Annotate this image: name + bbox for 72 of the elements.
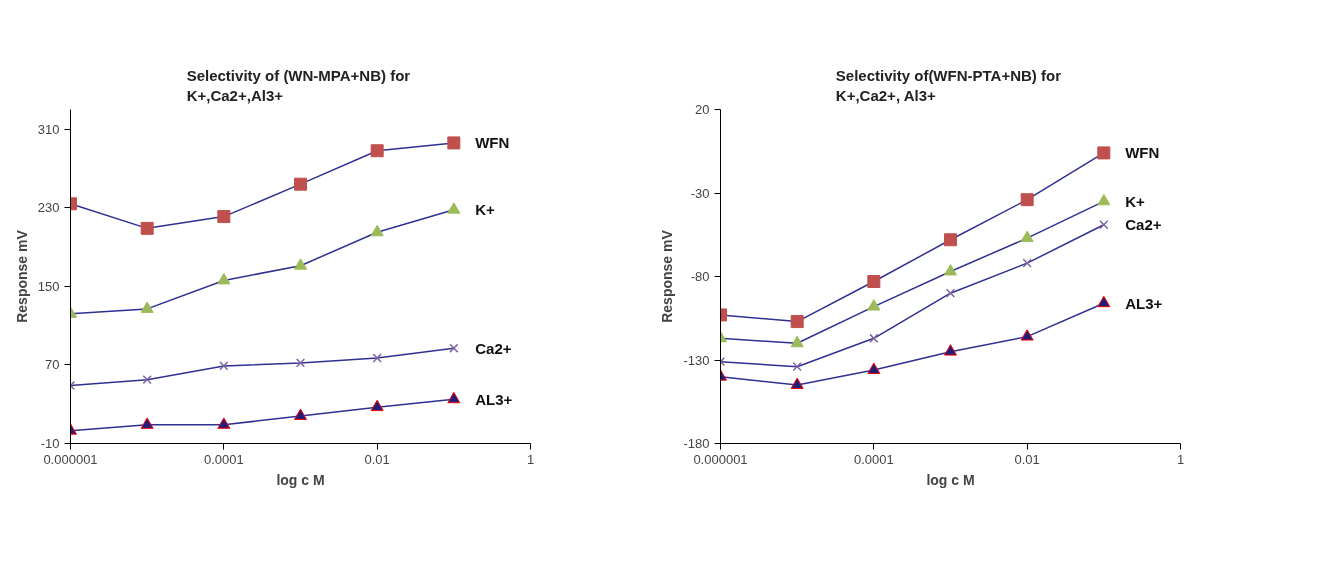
point — [447, 391, 461, 404]
y-tick-label: 230 — [37, 200, 60, 216]
y-tick-label: 150 — [37, 278, 60, 294]
y-tick-label: 310 — [37, 121, 60, 137]
point — [295, 358, 306, 368]
point — [1099, 220, 1109, 230]
series-label: WFN — [475, 134, 510, 152]
point — [370, 399, 384, 412]
point — [1020, 193, 1034, 207]
point — [217, 417, 231, 429]
y-tick-label: 70 — [45, 357, 60, 373]
point — [867, 299, 881, 311]
point — [1097, 295, 1111, 308]
y-tick-label: -30 — [690, 185, 710, 201]
series-label: AL3+ — [475, 390, 513, 408]
point — [447, 202, 461, 214]
x-tick-label: 0.01 — [364, 451, 390, 467]
point — [1020, 329, 1034, 341]
point — [449, 343, 459, 353]
point — [1020, 230, 1034, 243]
x-axis-title: log c M — [926, 471, 975, 488]
chart-title: Selectivity of(WFN-PTA+NB) for K+,Ca2+, Al3+ — [835, 67, 1062, 105]
y-tick-label: -130 — [683, 352, 710, 368]
series-label: Ca2+ — [475, 339, 512, 357]
point — [792, 362, 802, 372]
point — [1097, 146, 1111, 160]
point — [140, 301, 154, 313]
point — [294, 258, 307, 270]
y-axis-title: Response mV — [13, 229, 30, 323]
chart-title: Selectivity of (WN-MPA+NB) for K+,Ca2+,Al3+ — [186, 67, 411, 105]
point — [140, 221, 154, 235]
point — [945, 288, 956, 298]
x-tick-label: 0.0001 — [853, 451, 894, 467]
y-tick-label: -80 — [690, 269, 710, 284]
point — [219, 361, 229, 371]
point — [140, 417, 154, 429]
point — [217, 210, 231, 224]
point — [944, 233, 957, 247]
y-tick-label: 20 — [695, 102, 710, 117]
series-label: K+ — [475, 201, 496, 219]
point — [370, 144, 384, 158]
point — [372, 353, 382, 363]
series-label: K+ — [1125, 192, 1146, 210]
point — [790, 377, 804, 390]
x-tick-label: 0.01 — [1014, 451, 1040, 467]
x-tick-label: 1 — [1176, 451, 1185, 467]
y-tick-label: -180 — [683, 436, 710, 451]
point — [869, 333, 879, 343]
series-label: Ca2+ — [1125, 216, 1162, 234]
x-tick-label: 0.0001 — [203, 451, 244, 467]
point — [790, 315, 804, 329]
point — [867, 362, 881, 374]
y-axis-title: Response mV — [659, 229, 676, 323]
point — [1022, 258, 1032, 268]
series-label: WFN — [1125, 144, 1160, 162]
series-label: AL3+ — [1125, 294, 1163, 312]
point — [447, 136, 461, 150]
x-tick-label: 1 — [526, 451, 535, 467]
point — [867, 275, 881, 289]
point — [1097, 193, 1111, 206]
point — [944, 344, 957, 356]
y-tick-label: -10 — [40, 436, 60, 451]
x-tick-label: 0.000001 — [693, 451, 748, 467]
point — [790, 335, 804, 348]
x-tick-label: 0.000001 — [43, 451, 98, 467]
x-axis-title: log c M — [276, 471, 325, 488]
point — [294, 408, 307, 420]
point — [217, 273, 231, 285]
point — [370, 224, 384, 237]
point — [142, 375, 152, 385]
point — [294, 177, 307, 191]
point — [944, 264, 957, 276]
